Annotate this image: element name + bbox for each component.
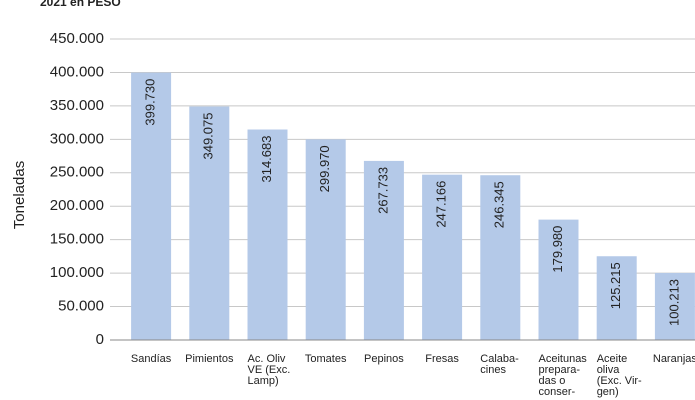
value-label: 100.213 [666,279,681,326]
x-tick-label: Aceitunas prepara-das o conser- [539,353,588,398]
bar [480,175,521,340]
y-axis-label: Toneladas [11,161,28,229]
y-tick-label: 0 [96,331,104,348]
x-tick-label: Tomates [305,353,347,365]
value-label: 179.980 [550,226,565,273]
y-tick-label: 100.000 [50,264,104,281]
y-tick-label: 200.000 [50,197,104,214]
y-tick-label: 400.000 [50,63,104,80]
value-label: 247.166 [434,181,449,228]
value-label: 246.345 [492,181,507,228]
y-tick-label: 150.000 [50,231,104,248]
x-tick-label: Pimientos [185,353,234,365]
x-tick-label: Pepinos [364,353,404,365]
x-tick-label: Naranjas [653,353,695,365]
bar [422,174,463,340]
bar [189,106,230,340]
bar [305,139,346,340]
x-tick-label: Ac. Oliv VE (Exc. Lamp) [248,353,291,387]
bar [596,256,637,340]
value-label: 399.730 [143,79,158,126]
bar [654,272,695,340]
value-label: 299.970 [317,145,332,192]
value-label: 267.733 [375,167,390,214]
bar [363,160,404,340]
y-tick-label: 50.000 [58,298,104,315]
y-tick-label: 250.000 [50,164,104,181]
bar [538,219,579,340]
bar [131,72,172,340]
x-tick-label: Fresas [425,353,459,365]
chart-title: 2021 en PESO [40,0,121,9]
x-tick-label: Aceite oliva (Exc. Vir-gen) [597,353,642,398]
y-tick-label: 300.000 [50,130,104,147]
bar [247,129,288,340]
value-label: 125.215 [608,262,623,309]
y-tick-label: 350.000 [50,97,104,114]
x-tick-label: Sandías [131,353,172,365]
value-label: 314.683 [259,136,274,183]
y-tick-label: 450.000 [50,30,104,47]
x-tick-label: Calaba-cines [480,353,519,376]
value-label: 349.075 [201,113,216,160]
